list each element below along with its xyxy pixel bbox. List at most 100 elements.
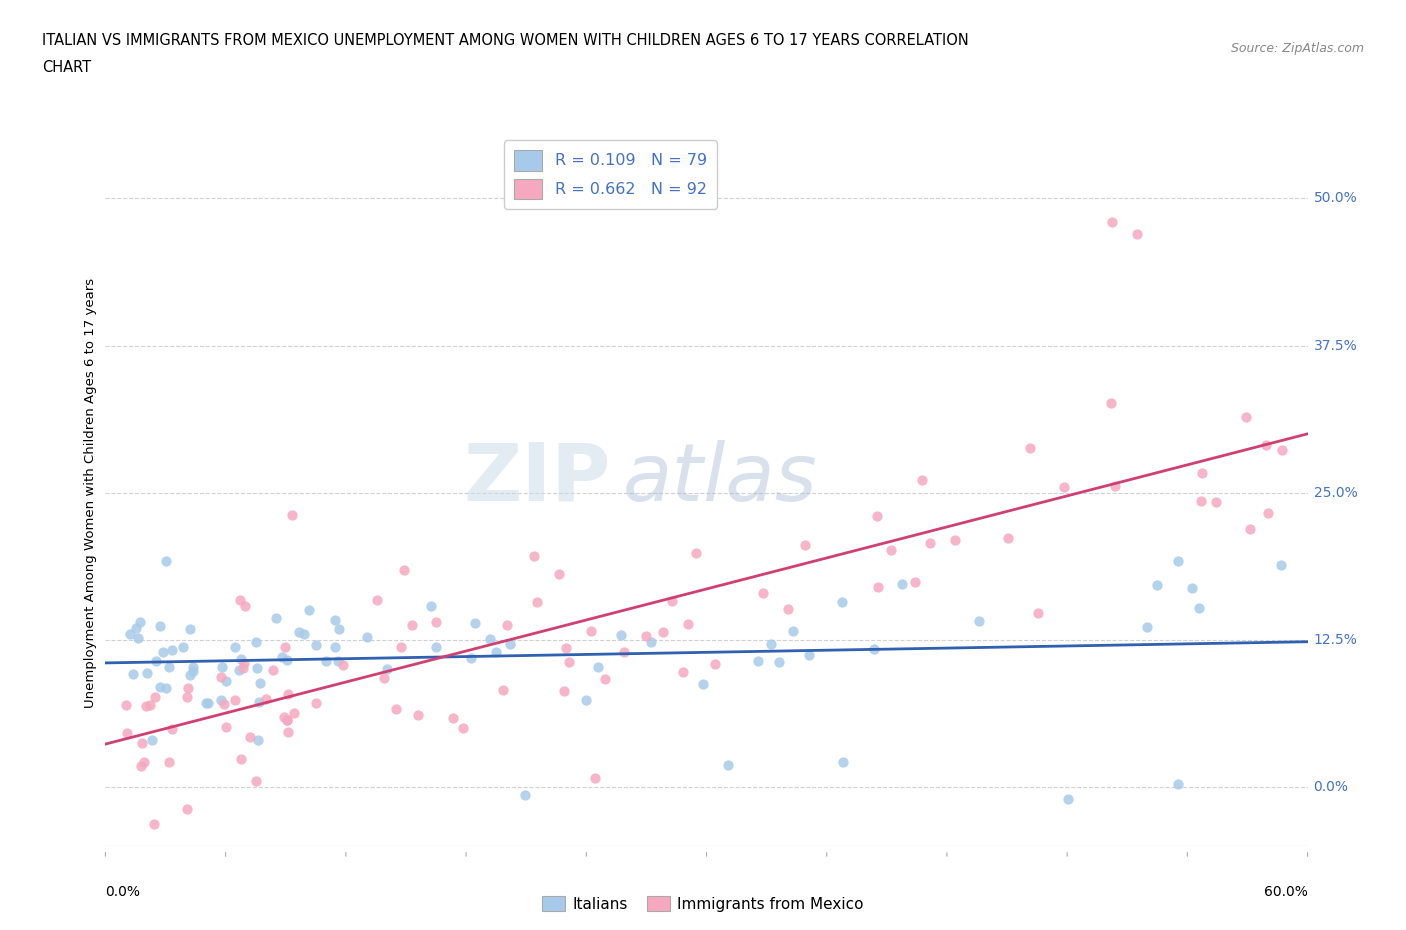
Point: [574, 692, 596, 707]
Point: [118, 627, 141, 642]
Point: [281, 508, 304, 523]
Point: [132, 754, 155, 769]
Point: [526, 595, 548, 610]
Text: Source: ZipAtlas.com: Source: ZipAtlas.com: [1230, 42, 1364, 55]
Point: [553, 684, 575, 698]
Point: [181, 664, 204, 679]
Point: [231, 751, 253, 766]
Point: [759, 636, 782, 651]
Point: [558, 655, 581, 670]
Point: [967, 613, 990, 628]
Point: [375, 662, 398, 677]
Point: [866, 579, 889, 594]
Point: [1026, 605, 1049, 620]
Point: [209, 693, 232, 708]
Point: [283, 706, 305, 721]
Point: [1257, 506, 1279, 521]
Point: [1056, 791, 1078, 806]
Point: [640, 634, 662, 649]
Point: [115, 698, 138, 713]
Point: [685, 545, 707, 560]
Point: [172, 639, 194, 654]
Point: [392, 563, 415, 578]
Point: [298, 603, 321, 618]
Point: [401, 618, 423, 632]
Point: [323, 613, 346, 628]
Point: [270, 650, 292, 665]
Point: [149, 618, 172, 633]
Point: [613, 644, 636, 659]
Point: [128, 614, 150, 629]
Point: [152, 644, 174, 659]
Point: [799, 647, 821, 662]
Point: [127, 631, 149, 645]
Point: [499, 637, 522, 652]
Point: [389, 640, 412, 655]
Point: [287, 625, 309, 640]
Point: [215, 673, 238, 688]
Point: [610, 628, 633, 643]
Point: [782, 623, 804, 638]
Point: [141, 732, 163, 747]
Point: [224, 692, 246, 707]
Text: 37.5%: 37.5%: [1313, 339, 1357, 352]
Point: [768, 655, 790, 670]
Point: [249, 675, 271, 690]
Point: [453, 720, 475, 735]
Point: [266, 610, 288, 625]
Point: [277, 686, 299, 701]
Text: ITALIAN VS IMMIGRANTS FROM MEXICO UNEMPLOYMENT AMONG WOMEN WITH CHILDREN AGES 6 : ITALIAN VS IMMIGRANTS FROM MEXICO UNEMPL…: [42, 33, 969, 47]
Text: 12.5%: 12.5%: [1313, 633, 1357, 647]
Point: [831, 594, 853, 609]
Point: [866, 509, 889, 524]
Point: [231, 651, 253, 666]
Point: [1256, 438, 1278, 453]
Point: [195, 696, 218, 711]
Point: [245, 634, 267, 649]
Point: [373, 671, 395, 685]
Point: [254, 692, 277, 707]
Point: [1234, 410, 1257, 425]
Point: [1019, 441, 1042, 456]
Point: [356, 630, 378, 644]
Point: [636, 628, 658, 643]
Point: [157, 754, 180, 769]
Point: [228, 592, 250, 607]
Point: [292, 627, 315, 642]
Point: [1104, 479, 1126, 494]
Point: [179, 668, 201, 683]
Text: 60.0%: 60.0%: [1264, 885, 1308, 899]
Point: [1126, 226, 1149, 241]
Point: [704, 657, 727, 671]
Point: [1099, 396, 1122, 411]
Point: [1146, 578, 1168, 592]
Legend: R = 0.109   N = 79, R = 0.662   N = 92: R = 0.109 N = 79, R = 0.662 N = 92: [503, 140, 717, 208]
Point: [273, 710, 295, 724]
Point: [776, 602, 799, 617]
Point: [460, 651, 482, 666]
Point: [179, 621, 201, 636]
Point: [122, 667, 145, 682]
Point: [1270, 558, 1292, 573]
Point: [214, 720, 236, 735]
Point: [115, 725, 138, 740]
Point: [692, 676, 714, 691]
Point: [661, 593, 683, 608]
Point: [492, 683, 515, 698]
Point: [323, 640, 346, 655]
Point: [513, 788, 536, 803]
Point: [276, 724, 298, 739]
Point: [136, 665, 159, 680]
Point: [315, 654, 337, 669]
Point: [408, 708, 430, 723]
Point: [239, 730, 262, 745]
Point: [276, 712, 298, 727]
Point: [863, 642, 886, 657]
Point: [794, 538, 817, 552]
Point: [143, 817, 166, 831]
Point: [579, 624, 602, 639]
Point: [211, 659, 233, 674]
Point: [910, 473, 932, 488]
Text: ZIP: ZIP: [463, 440, 610, 518]
Point: [478, 631, 501, 646]
